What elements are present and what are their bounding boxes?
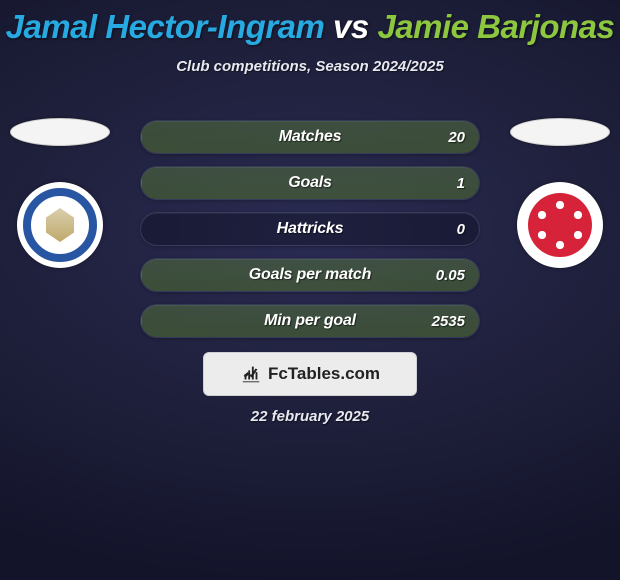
- stat-label: Hattricks: [141, 213, 479, 245]
- stat-label: Goals: [141, 167, 479, 199]
- player2-name: Jamie Barjonas: [377, 8, 614, 45]
- stat-row: Goals per match0.05: [140, 258, 480, 292]
- player2-badge-column: [510, 118, 610, 278]
- player1-club-crest-icon: [17, 182, 103, 268]
- player2-flag-icon: [510, 118, 610, 146]
- stat-value-right: 0: [457, 213, 465, 245]
- stats-container: Matches20 Goals1 Hattricks0 Goals per match…: [140, 120, 480, 350]
- chart-icon: [240, 363, 262, 385]
- stat-row: Min per goal2535: [140, 304, 480, 338]
- comparison-date: 22 february 2025: [0, 408, 620, 425]
- stat-value-right: 0.05: [436, 259, 465, 291]
- stat-row: Goals1: [140, 166, 480, 200]
- fctables-logo-text: FcTables.com: [268, 364, 380, 384]
- stat-label: Min per goal: [141, 305, 479, 337]
- stat-row: Hattricks0: [140, 212, 480, 246]
- stat-value-right: 2535: [432, 305, 465, 337]
- stat-label: Matches: [141, 121, 479, 153]
- player1-flag-icon: [10, 118, 110, 146]
- fctables-logo: FcTables.com: [203, 352, 417, 396]
- comparison-subtitle: Club competitions, Season 2024/2025: [0, 58, 620, 75]
- player1-name: Jamal Hector-Ingram: [6, 8, 325, 45]
- stat-value-right: 1: [457, 167, 465, 199]
- player2-club-crest-icon: [517, 182, 603, 268]
- player1-badge-column: [10, 118, 110, 278]
- stat-label: Goals per match: [141, 259, 479, 291]
- stat-value-right: 20: [448, 121, 465, 153]
- vs-text: vs: [333, 8, 369, 45]
- stat-row: Matches20: [140, 120, 480, 154]
- comparison-title: Jamal Hector-Ingram vs Jamie Barjonas: [0, 0, 620, 46]
